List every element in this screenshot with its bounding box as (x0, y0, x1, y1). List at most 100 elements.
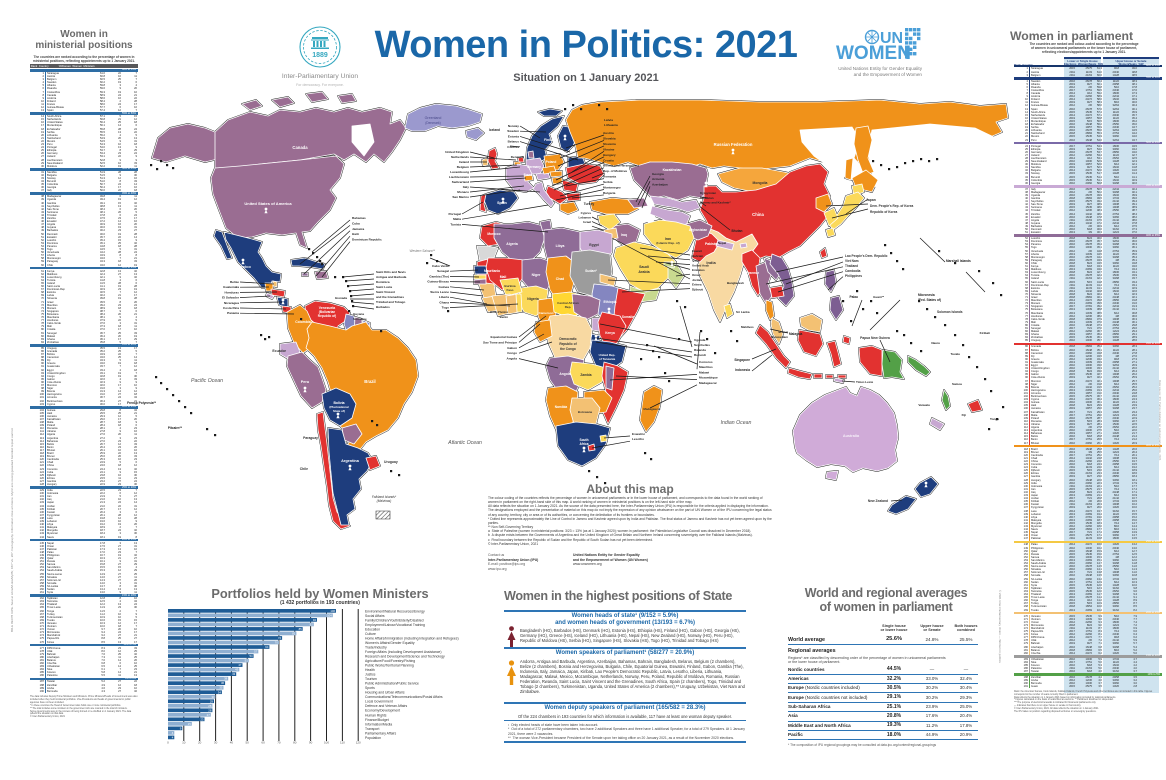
svg-text:Tuvalu: Tuvalu (951, 352, 961, 356)
svg-text:Ecuador: Ecuador (272, 349, 286, 353)
svg-text:Morocco: Morocco (487, 232, 500, 236)
svg-text:South: South (579, 438, 588, 442)
svg-text:Mongolia: Mongolia (753, 181, 768, 185)
svg-text:92: 92 (310, 622, 314, 626)
svg-text:20: 20 (198, 741, 202, 745)
svg-text:Suriname: Suriname (353, 317, 367, 321)
svg-text:Thailand: Thailand (845, 264, 858, 268)
svg-text:Sweden: Sweden (507, 129, 519, 133)
svg-text:China: China (752, 212, 764, 217)
svg-text:Estonia: Estonia (508, 134, 519, 138)
svg-text:United Nations Entity for Gend: United Nations Entity for Gender Equalit… (838, 66, 922, 71)
svg-text:Burundi: Burundi (694, 353, 706, 357)
svg-text:(Denmark): (Denmark) (425, 121, 441, 125)
svg-text:Lithuania: Lithuania (604, 123, 618, 127)
svg-text:Bhutan: Bhutan (732, 229, 743, 233)
svg-text:Ukraine: Ukraine (603, 147, 615, 151)
svg-text:Environment/Natural Resources/: Environment/Natural Resources/Energy (365, 609, 425, 613)
svg-text:Afghanistan: Afghanistan (689, 228, 707, 232)
svg-text:54: 54 (249, 654, 253, 658)
svg-text:Brazil: Brazil (364, 379, 375, 384)
svg-text:36: 36 (221, 681, 225, 685)
svg-text:Tajikistan: Tajikistan (700, 196, 714, 200)
svg-text:Dominican Republic: Dominican Republic (352, 238, 382, 242)
svg-text:Western Sahara**: Western Sahara** (410, 249, 436, 253)
svg-text:Tonga: Tonga (990, 417, 999, 421)
svg-text:and the Grenadines: and the Grenadines (376, 295, 404, 299)
svg-text:Jamaica: Jamaica (352, 227, 364, 231)
svg-text:Health: Health (365, 668, 375, 672)
svg-text:Somalia: Somalia (622, 315, 634, 319)
svg-text:Rep. of Moldova: Rep. of Moldova (603, 169, 627, 173)
svg-text:El Salvador: El Salvador (222, 296, 240, 300)
svg-text:Micronesia: Micronesia (918, 293, 935, 297)
svg-text:India: India (706, 260, 716, 265)
svg-text:Montenegro: Montenegro (603, 186, 621, 190)
svg-text:Kiribati: Kiribati (980, 331, 991, 335)
svg-text:Slovenia: Slovenia (603, 142, 616, 146)
svg-text:Peru: Peru (301, 380, 310, 384)
svg-text:Canada: Canada (292, 145, 308, 150)
svg-text:United Arab: United Arab (692, 263, 709, 267)
svg-text:Atlantic Ocean: Atlantic Ocean (447, 440, 482, 446)
svg-text:Senegal: Senegal (437, 269, 449, 273)
svg-text:(Malvinas): (Malvinas) (377, 499, 392, 503)
svg-text:France: France (524, 173, 535, 177)
svg-text:Italy: Italy (463, 185, 469, 189)
svg-text:Guam**: Guam** (873, 295, 885, 299)
svg-text:Israel: Israel (583, 220, 591, 224)
svg-text:1889: 1889 (312, 52, 328, 59)
svg-text:Armenia: Armenia (652, 177, 665, 181)
svg-text:Bangladesh: Bangladesh (727, 281, 744, 285)
svg-text:80: 80 (293, 741, 297, 745)
svg-text:Uruguay: Uruguay (384, 460, 398, 464)
svg-text:Kenya: Kenya (605, 331, 615, 335)
svg-text:Mali: Mali (500, 275, 507, 279)
svg-text:Denmark: Denmark (511, 155, 525, 159)
svg-text:Netherlands: Netherlands (451, 155, 469, 159)
svg-text:57: 57 (254, 650, 258, 654)
svg-text:Burkina: Burkina (504, 284, 516, 288)
svg-text:Indian Ocean: Indian Ocean (721, 420, 752, 426)
svg-text:Liechtenstein: Liechtenstein (449, 175, 469, 179)
svg-text:Honduras: Honduras (225, 290, 240, 294)
svg-text:Samoa: Samoa (952, 382, 962, 386)
svg-text:Malawi: Malawi (699, 370, 709, 374)
svg-text:104: 104 (327, 613, 332, 617)
svg-text:Libya: Libya (556, 244, 565, 248)
svg-text:Philippines: Philippines (845, 274, 862, 278)
svg-text:Iraq: Iraq (621, 233, 627, 237)
svg-text:Lao People's Dem. Republic: Lao People's Dem. Republic (845, 254, 888, 258)
svg-text:Comoros: Comoros (699, 360, 713, 364)
svg-text:Cameroon: Cameroon (539, 311, 554, 315)
svg-text:Haiti: Haiti (352, 232, 359, 236)
svg-text:Human Rights: Human Rights (365, 713, 387, 717)
svg-text:Austria: Austria (603, 131, 614, 135)
svg-text:Angola: Angola (559, 372, 570, 376)
svg-text:Congo: Congo (507, 351, 517, 355)
svg-text:Africa: Africa (579, 442, 588, 446)
svg-text:Panama: Panama (227, 311, 239, 315)
svg-text:Dominica: Dominica (376, 280, 390, 284)
svg-text:United States of America: United States of America (244, 201, 292, 206)
svg-text:For democracy. For everyone.: For democracy. For everyone. (296, 83, 344, 87)
svg-text:15: 15 (188, 722, 192, 726)
svg-text:(Bolivarian: (Bolivarian (319, 310, 336, 314)
svg-text:Togo: Togo (442, 306, 449, 310)
svg-text:Croatia: Croatia (603, 158, 614, 162)
svg-text:Slovakia: Slovakia (603, 136, 616, 140)
svg-text:120: 120 (356, 741, 361, 745)
svg-text:4: 4 (172, 735, 174, 739)
svg-text:72: 72 (278, 636, 282, 640)
svg-text:Argentina: Argentina (341, 459, 360, 463)
svg-text:Costa Rica: Costa Rica (223, 306, 239, 310)
svg-text:Jordan: Jordan (692, 278, 702, 282)
svg-text:30: 30 (211, 695, 215, 699)
svg-text:Egypt: Egypt (589, 243, 599, 247)
svg-text:Gabon: Gabon (507, 346, 517, 350)
svg-text:29: 29 (210, 699, 214, 703)
svg-text:30: 30 (214, 741, 218, 745)
svg-text:Information/Media: Information/Media (365, 722, 392, 726)
svg-text:Singapore: Singapore (734, 358, 750, 362)
svg-text:Azerbaijan: Azerbaijan (652, 182, 668, 186)
